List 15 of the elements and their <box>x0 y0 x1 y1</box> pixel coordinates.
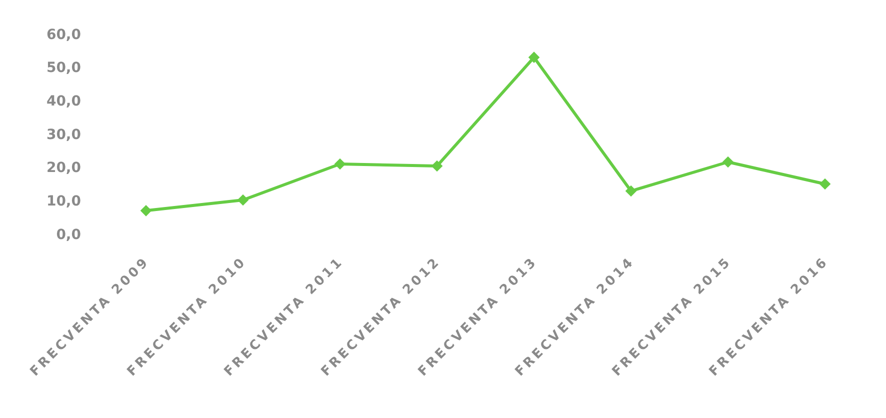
point <box>334 158 346 170</box>
y-tick-label: 0,0 <box>56 226 82 243</box>
y-tick-label: 60,0 <box>46 26 82 43</box>
point <box>237 194 249 206</box>
point <box>722 156 734 168</box>
y-tick-label: 20,0 <box>46 160 82 176</box>
point <box>431 160 443 172</box>
point <box>625 185 637 197</box>
y-tick-label: 40,0 <box>46 94 82 110</box>
point <box>140 205 152 216</box>
y-tick-label: 30,0 <box>46 126 82 143</box>
y-tick-label: 10,0 <box>46 194 82 210</box>
y-tick-label: 50,0 <box>46 60 82 76</box>
point <box>819 178 831 190</box>
point <box>528 52 540 63</box>
